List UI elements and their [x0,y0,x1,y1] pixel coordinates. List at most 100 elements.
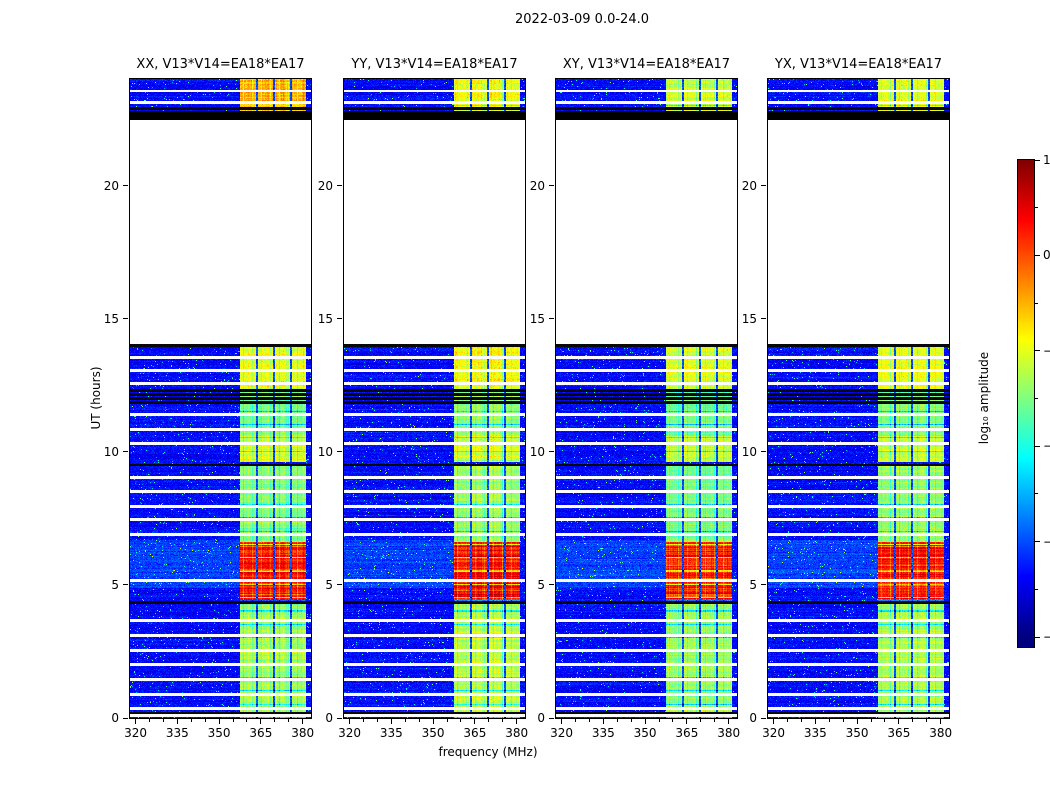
colorbar-gradient [1018,160,1034,637]
x-minor-tick [404,719,406,722]
x-minor-tick [488,719,490,722]
x-major-tick [686,719,688,724]
x-minor-tick [460,719,462,722]
x-minor-tick [658,719,660,722]
x-tick-label: 365 [249,726,273,740]
y-tick-label: 5 [325,577,333,592]
colorbar-tick-label: 0 [1043,248,1050,263]
spectrogram-panel-yx [767,78,950,719]
x-minor-tick [148,719,150,722]
x-major-tick [135,719,137,724]
x-major-tick [176,719,178,724]
x-major-tick [390,719,392,724]
x-major-tick [644,719,646,724]
colorbar-extend [1017,637,1035,648]
colorbar-major-tick [1035,254,1040,256]
spectrogram-panel-xy [555,78,738,719]
x-minor-tick [190,719,192,722]
colorbar-tick-label: 1 [1043,153,1050,167]
x-minor-tick [288,719,290,722]
y-major-tick [549,451,554,453]
y-tick-label: 0 [749,711,757,725]
x-major-tick [773,719,775,724]
x-major-tick [602,719,604,724]
x-minor-tick [884,719,886,722]
colorbar-tick-label: −4 [1043,630,1050,644]
figure-title: 2022-03-09 0.0-24.0 [515,12,649,27]
x-minor-tick [246,719,248,722]
y-major-tick [761,185,766,186]
spectrogram-panel-xx [129,78,312,719]
colorbar-tick-label: −2 [1043,439,1050,454]
y-tick-label: 20 [103,178,119,193]
x-minor-tick [588,719,590,722]
x-axis-label: frequency (MHz) [438,745,538,759]
y-major-tick [549,318,554,320]
y-tick-label: 5 [537,577,545,592]
x-tick-label: 365 [675,726,699,740]
x-major-tick [561,719,563,724]
y-major-tick [761,451,766,453]
x-minor-tick [162,719,164,722]
x-tick-label: 320 [762,726,786,740]
y-major-tick [337,451,342,453]
x-tick-label: 380 [717,726,741,740]
y-major-tick [123,318,128,320]
spectrogram-canvas-xx [130,79,311,718]
x-minor-tick [828,719,830,722]
colorbar-minor-tick [1035,398,1038,399]
spectrogram-panel-yy [343,78,526,719]
colorbar-major-tick [1035,159,1040,161]
x-minor-tick [232,719,234,722]
y-major-tick [549,717,554,719]
x-major-tick [516,719,518,724]
y-tick-label: 15 [317,311,333,326]
x-major-tick [302,719,304,724]
spectrogram-canvas-yy [344,79,525,718]
colorbar-major-tick [1035,541,1040,543]
y-major-tick [761,318,766,320]
y-tick-label: 15 [529,311,545,326]
y-major-tick [761,584,766,586]
x-minor-tick [502,719,504,722]
x-minor-tick [574,719,576,722]
y-major-tick [337,717,342,719]
y-major-tick [123,584,128,586]
x-minor-tick [700,719,702,722]
y-tick-label: 0 [537,711,545,725]
x-minor-tick [274,719,276,722]
x-minor-tick [842,719,844,722]
y-tick-label: 20 [529,178,545,193]
x-tick-label: 335 [165,726,189,740]
x-major-tick [474,719,476,724]
colorbar-major-tick [1035,350,1040,352]
y-major-tick [337,185,342,186]
x-tick-label: 320 [124,726,148,740]
y-major-tick [549,185,554,186]
x-major-tick [814,719,816,724]
colorbar-label: log₁₀ amplitude [977,351,991,445]
x-major-tick [728,719,730,724]
spectrogram-canvas-xy [556,79,737,718]
x-major-tick [940,719,942,724]
x-major-tick [349,719,351,724]
x-major-tick [856,719,858,724]
x-major-tick [260,719,262,724]
x-tick-label: 335 [803,726,827,740]
colorbar-minor-tick [1035,588,1038,590]
y-tick-label: 10 [741,444,757,459]
colorbar [1017,159,1035,638]
x-major-tick [218,719,220,724]
y-major-tick [761,717,766,719]
x-minor-tick [912,719,914,722]
y-tick-label: 20 [317,178,333,193]
x-tick-label: 350 [421,726,445,740]
x-minor-tick [446,719,448,722]
x-major-tick [432,719,434,724]
x-tick-label: 380 [291,726,315,740]
panel-title-xx: XX, V13*V14=EA18*EA17 [136,57,305,72]
colorbar-minor-tick [1035,207,1038,209]
x-minor-tick [672,719,674,722]
y-major-tick [123,185,128,186]
